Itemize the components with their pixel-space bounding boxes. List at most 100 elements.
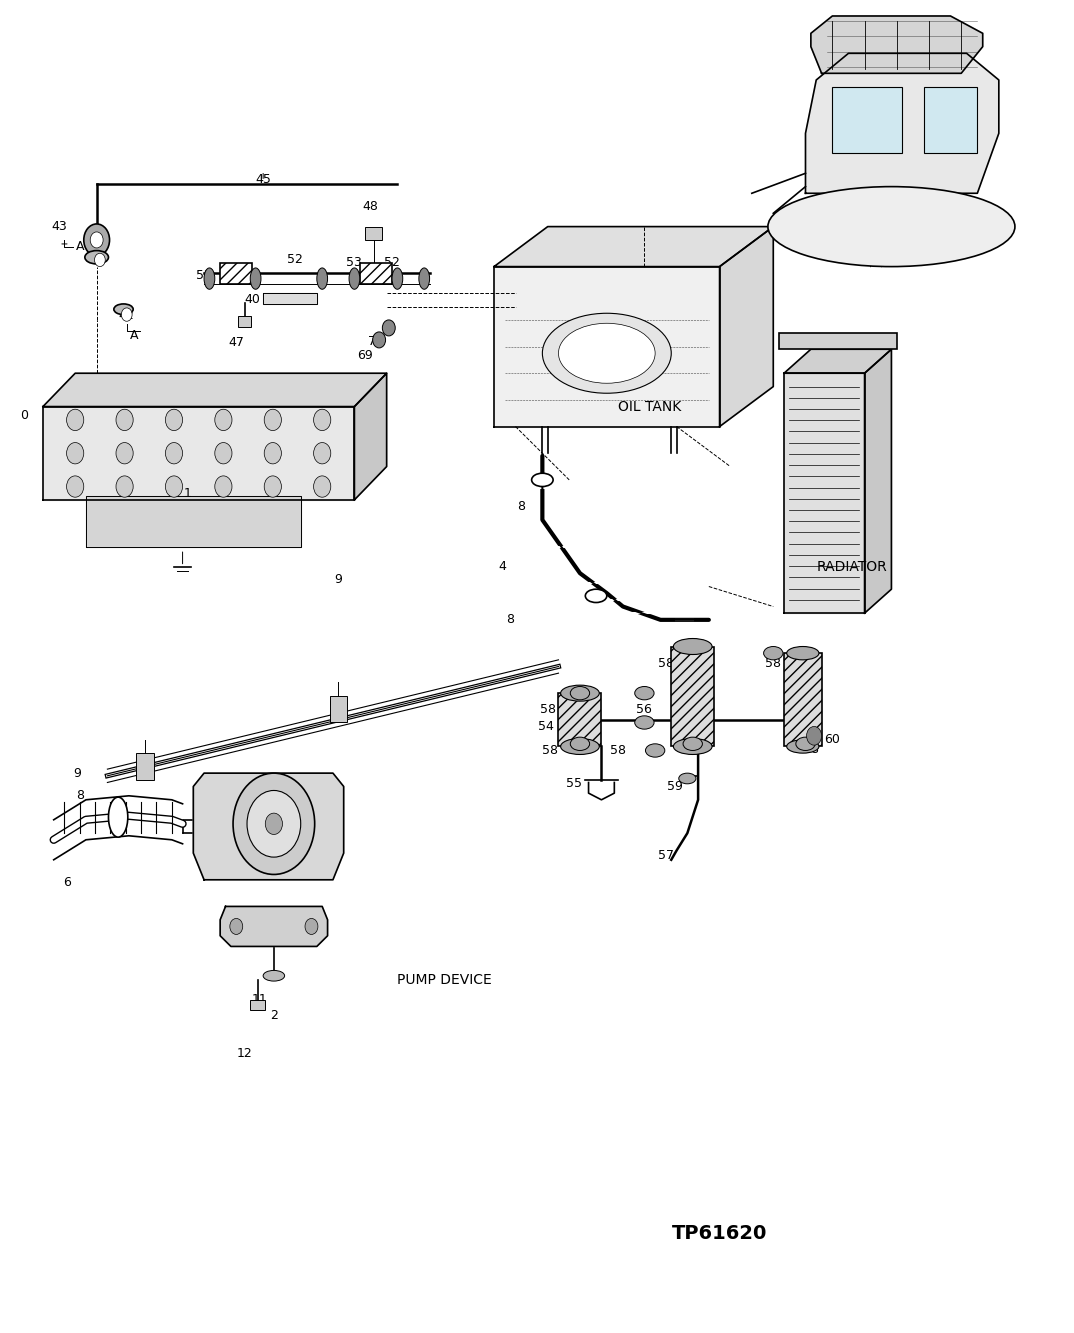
- Polygon shape: [220, 906, 328, 946]
- Circle shape: [264, 476, 281, 497]
- Circle shape: [230, 918, 243, 934]
- Ellipse shape: [561, 685, 599, 701]
- Circle shape: [67, 443, 84, 464]
- Text: RADIATOR: RADIATOR: [816, 560, 887, 573]
- Circle shape: [116, 443, 133, 464]
- Ellipse shape: [673, 639, 712, 655]
- Circle shape: [215, 409, 232, 431]
- Text: 56: 56: [637, 702, 652, 716]
- Ellipse shape: [796, 737, 815, 750]
- Circle shape: [807, 726, 822, 745]
- Text: 56: 56: [798, 720, 813, 733]
- Ellipse shape: [250, 268, 261, 289]
- Ellipse shape: [673, 738, 712, 754]
- Text: 0: 0: [19, 409, 28, 423]
- Text: 60: 60: [825, 733, 840, 746]
- Ellipse shape: [786, 740, 819, 753]
- Polygon shape: [784, 373, 865, 613]
- Text: 42: 42: [119, 309, 134, 323]
- Text: 52: 52: [197, 269, 212, 283]
- Text: 58: 58: [540, 702, 555, 716]
- Bar: [136, 753, 154, 780]
- Text: 5: 5: [329, 700, 337, 713]
- Bar: [832, 87, 902, 153]
- Polygon shape: [43, 407, 354, 500]
- Ellipse shape: [570, 737, 590, 750]
- Polygon shape: [193, 773, 344, 880]
- Text: 70: 70: [368, 335, 383, 348]
- Bar: [250, 1000, 265, 1010]
- Circle shape: [116, 409, 133, 431]
- Text: 8: 8: [76, 789, 85, 802]
- Text: 4: 4: [498, 560, 507, 573]
- Text: 69: 69: [358, 349, 373, 363]
- Polygon shape: [494, 267, 720, 427]
- Circle shape: [314, 476, 331, 497]
- Text: PUMP DEVICE: PUMP DEVICE: [397, 973, 492, 986]
- Circle shape: [264, 443, 281, 464]
- Ellipse shape: [532, 473, 553, 487]
- Ellipse shape: [768, 187, 1015, 267]
- Ellipse shape: [204, 268, 215, 289]
- Text: 6: 6: [62, 876, 71, 889]
- Text: 12: 12: [237, 1046, 252, 1060]
- Ellipse shape: [542, 313, 671, 393]
- Text: 55: 55: [566, 777, 581, 790]
- Circle shape: [165, 443, 183, 464]
- Ellipse shape: [585, 589, 607, 603]
- Text: 59: 59: [667, 780, 682, 793]
- Polygon shape: [86, 496, 301, 547]
- Circle shape: [67, 409, 84, 431]
- Text: 58: 58: [610, 744, 625, 757]
- Bar: [558, 693, 601, 746]
- Ellipse shape: [570, 686, 590, 700]
- Text: 48: 48: [363, 200, 378, 213]
- Ellipse shape: [263, 970, 285, 981]
- Bar: [330, 696, 347, 722]
- Text: 58: 58: [658, 657, 673, 670]
- Text: 45: 45: [256, 173, 271, 187]
- Text: A: A: [130, 329, 139, 343]
- Ellipse shape: [419, 268, 430, 289]
- Circle shape: [314, 409, 331, 431]
- Polygon shape: [806, 53, 999, 193]
- Circle shape: [314, 443, 331, 464]
- Text: 40: 40: [245, 293, 260, 307]
- Polygon shape: [354, 373, 387, 500]
- Text: 9: 9: [73, 766, 82, 780]
- Text: A: A: [807, 718, 815, 732]
- Text: OIL TANK: OIL TANK: [618, 400, 681, 413]
- Ellipse shape: [635, 716, 654, 729]
- Circle shape: [116, 476, 133, 497]
- Bar: [365, 227, 382, 240]
- Circle shape: [165, 476, 183, 497]
- Text: 54: 54: [538, 720, 553, 733]
- Text: 47: 47: [229, 336, 244, 349]
- Circle shape: [84, 224, 110, 256]
- Bar: [784, 653, 822, 746]
- Text: 9: 9: [334, 573, 343, 587]
- Bar: [238, 316, 251, 327]
- Ellipse shape: [558, 324, 655, 384]
- Circle shape: [165, 409, 183, 431]
- Text: 50: 50: [229, 269, 244, 283]
- Ellipse shape: [635, 686, 654, 700]
- Circle shape: [373, 332, 386, 348]
- Text: 53: 53: [347, 256, 362, 269]
- Circle shape: [90, 232, 103, 248]
- Ellipse shape: [679, 773, 696, 784]
- Polygon shape: [811, 16, 983, 73]
- Circle shape: [264, 409, 281, 431]
- Bar: [360, 263, 392, 284]
- Text: 8: 8: [506, 613, 514, 627]
- Circle shape: [382, 320, 395, 336]
- Text: 52: 52: [288, 253, 303, 267]
- Ellipse shape: [85, 251, 108, 264]
- Text: 1: 1: [184, 487, 192, 500]
- Circle shape: [265, 813, 282, 834]
- Text: 57: 57: [658, 849, 673, 862]
- Text: 58: 58: [803, 702, 818, 716]
- Bar: [671, 647, 714, 746]
- Circle shape: [215, 476, 232, 497]
- Ellipse shape: [349, 268, 360, 289]
